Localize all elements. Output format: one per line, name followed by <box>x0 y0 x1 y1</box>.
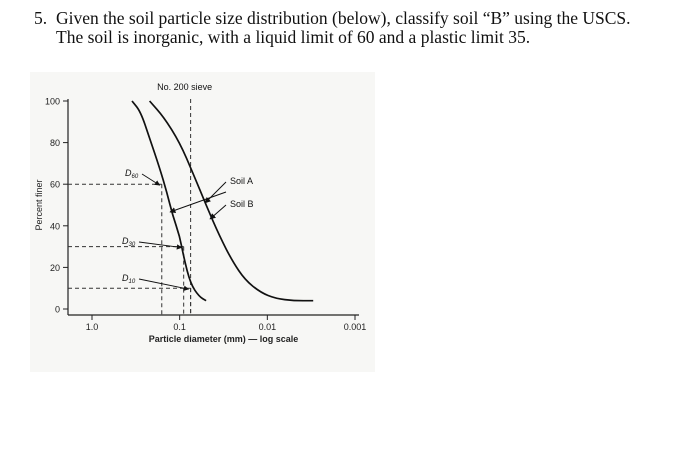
sieve-label: No. 200 sieve <box>157 82 212 92</box>
y-tick-label-20: 20 <box>50 263 60 273</box>
x-axis-title: Particle diameter (mm) — log scale <box>149 334 299 344</box>
soil-b-label: Soil B <box>230 199 254 209</box>
y-tick-label-0: 0 <box>55 305 60 315</box>
arrow-d60 <box>141 173 161 186</box>
chart-background <box>30 72 375 372</box>
y-tick-label-80: 80 <box>50 138 60 148</box>
label-d60-sub: 60 <box>132 174 139 180</box>
soil-a-label: Soil A <box>230 176 253 186</box>
x-tick-label-1.0: 1.0 <box>86 322 99 332</box>
soil-b-arrow-1 <box>169 191 227 214</box>
x-tick-label-0.001: 0.001 <box>344 322 367 332</box>
label-d10-sub: 10 <box>129 279 136 285</box>
grain-size-chart: 0 20 40 60 80 100 1.0 0.1 0.01 0.001 Percent finer… <box>30 72 375 372</box>
soil-b-arrow-2 <box>209 204 227 220</box>
soil-a-arrow <box>204 181 227 204</box>
y-tick-label-100: 100 <box>45 97 60 107</box>
curve-soil-b <box>131 100 207 302</box>
question-number: 5. <box>34 8 48 28</box>
arrow-d10 <box>138 278 190 291</box>
curve-soil-a <box>148 100 314 302</box>
y-tick-label-60: 60 <box>50 180 60 190</box>
chart-axes: 0 20 40 60 80 100 1.0 0.1 0.01 0.001 Percent finer… <box>34 97 366 345</box>
x-tick-label-0.1: 0.1 <box>173 322 186 332</box>
chart-curves <box>131 100 314 302</box>
x-tick-label-0.01: 0.01 <box>259 322 277 332</box>
arrow-d30 <box>138 241 183 250</box>
label-d30-sub: 30 <box>129 242 136 248</box>
question-line-2: The soil is inorganic, with a liquid lim… <box>56 27 531 47</box>
y-tick-label-40: 40 <box>50 221 60 231</box>
question-line-1: Given the soil particle size distributio… <box>56 8 631 28</box>
y-axis-title: Percent finer <box>34 179 44 230</box>
